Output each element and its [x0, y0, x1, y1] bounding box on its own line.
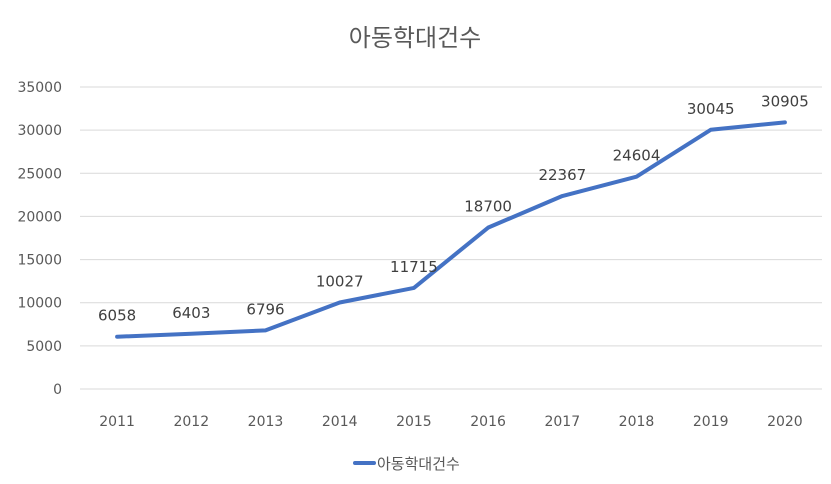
- x-tick-label: 2015: [396, 414, 432, 430]
- x-tick-label: 2018: [619, 414, 655, 430]
- data-label: 22367: [538, 166, 586, 184]
- x-tick-label: 2019: [693, 414, 729, 430]
- data-label: 6796: [246, 300, 284, 318]
- x-tick-label: 2014: [322, 414, 358, 430]
- y-tick-label: 30000: [17, 123, 62, 139]
- x-tick-label: 2016: [470, 414, 506, 430]
- data-label: 11715: [390, 258, 438, 276]
- y-tick-label: 0: [53, 382, 62, 398]
- data-label: 24604: [613, 147, 661, 165]
- data-label: 6403: [172, 304, 210, 322]
- y-tick-label: 15000: [17, 253, 62, 269]
- y-tick-label: 10000: [17, 296, 62, 312]
- x-tick-label: 2012: [173, 414, 209, 430]
- y-tick-label: 5000: [26, 339, 62, 355]
- y-tick-label: 25000: [17, 166, 62, 182]
- x-tick-label: 2013: [248, 414, 284, 430]
- y-tick-label: 20000: [17, 209, 62, 225]
- series-line: [115, 120, 787, 339]
- data-label: 30045: [687, 100, 735, 118]
- x-tick-label: 2020: [767, 414, 803, 430]
- legend-label: 아동학대건수: [377, 455, 460, 473]
- y-tick-label: 35000: [17, 80, 62, 96]
- x-tick-label: 2017: [544, 414, 580, 430]
- data-label: 6058: [98, 307, 136, 325]
- data-label: 10027: [316, 272, 364, 290]
- chart-title: 아동학대건수: [349, 24, 481, 52]
- legend: 아동학대건수: [353, 455, 460, 473]
- data-label: 30905: [761, 92, 809, 110]
- x-tick-label: 2011: [99, 414, 135, 430]
- data-label: 18700: [464, 198, 512, 216]
